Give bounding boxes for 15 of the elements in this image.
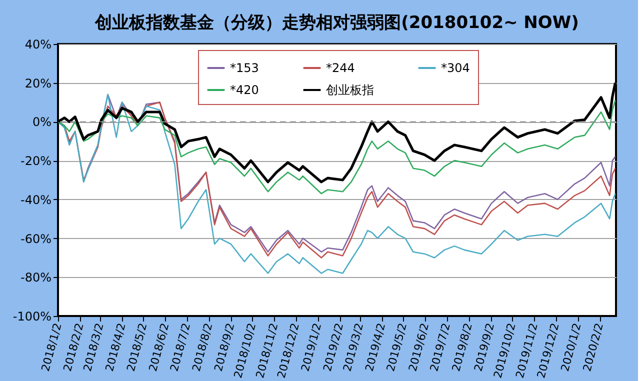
line-series	[58, 100, 616, 194]
y-tick-label: -80%	[20, 270, 52, 285]
y-tick-label: -100%	[12, 310, 52, 324]
legend-label: *244	[326, 61, 355, 75]
y-tick-label: 20%	[24, 76, 52, 90]
legend-label: 创业板指	[326, 83, 374, 97]
y-tick-label: -20%	[20, 154, 52, 168]
y-tick-label: -40%	[20, 192, 52, 207]
y-tick-label: 40%	[24, 38, 52, 52]
y-tick-label: 0%	[32, 115, 52, 130]
legend-label: *420	[230, 83, 259, 97]
legend-label: *153	[230, 61, 259, 75]
y-tick-label: -60%	[20, 232, 52, 246]
chart-title: 创业板指数基金（分级）走势相对强弱图(20180102~ NOW)	[94, 13, 579, 33]
legend-label: *304	[441, 61, 470, 75]
